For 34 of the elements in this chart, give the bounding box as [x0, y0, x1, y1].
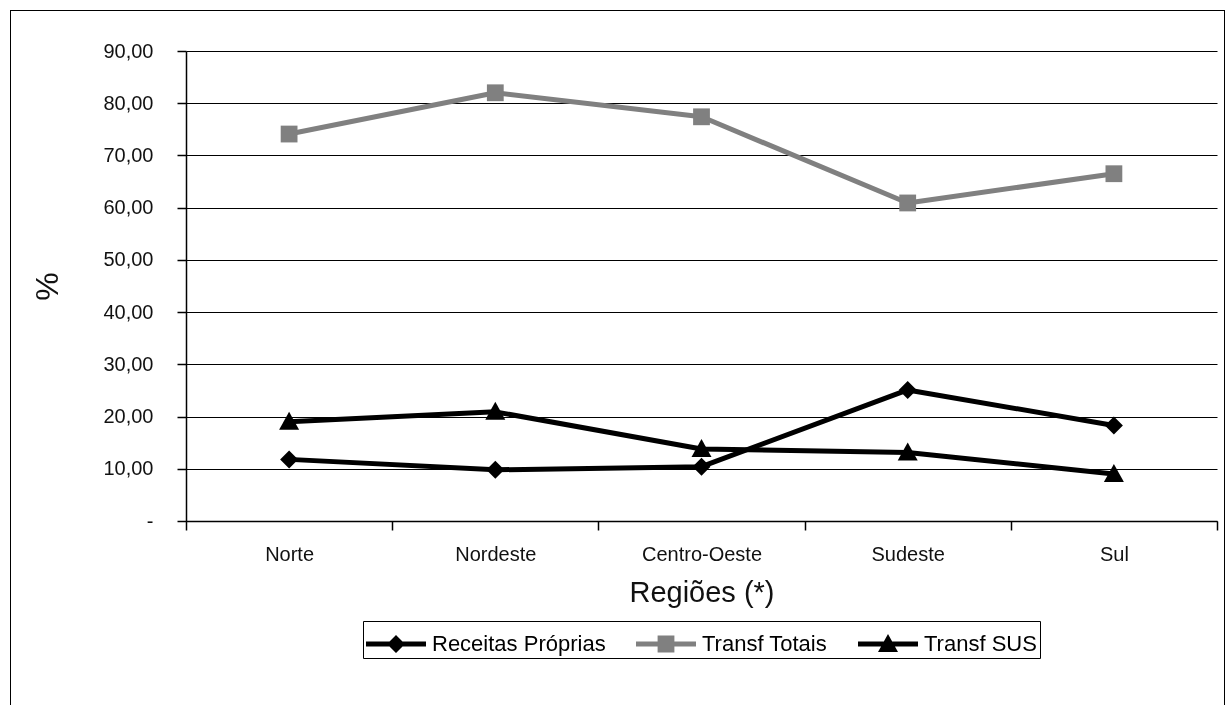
point: [1104, 416, 1123, 435]
point: [485, 401, 506, 420]
point: [898, 380, 917, 399]
point: [279, 411, 300, 430]
y-tick-label: 10,00: [103, 457, 154, 480]
legend-label: Transf Totais: [702, 631, 827, 656]
y-tick-label: 50,00: [103, 248, 154, 271]
y-tick-label: 40,00: [103, 300, 154, 323]
x-tick-label: Nordeste: [455, 542, 537, 565]
y-tick-label: 20,00: [103, 405, 154, 428]
y-tick-label: 90,00: [103, 39, 154, 62]
point: [280, 125, 298, 143]
x-tick-label: Centro-Oeste: [641, 542, 763, 565]
y-axis-title: %: [29, 272, 66, 301]
point: [280, 450, 299, 469]
x-axis-title: Regiões (*): [629, 575, 775, 608]
y-tick-label: 30,00: [103, 352, 154, 375]
x-tick-label: Sudeste: [871, 542, 945, 565]
point: [691, 438, 712, 457]
legend-label: Receitas Próprias: [432, 631, 606, 656]
x-tick-label: Norte: [265, 542, 315, 565]
point: [692, 457, 711, 476]
y-tick-label: -: [146, 509, 154, 532]
y-tick-label: 60,00: [103, 196, 154, 219]
y-tick-label: 80,00: [103, 91, 154, 114]
point: [1103, 464, 1124, 482]
point: [693, 108, 710, 126]
point: [897, 442, 918, 461]
y-tick-label: 70,00: [103, 143, 154, 166]
point: [1105, 165, 1123, 183]
point: [899, 194, 917, 212]
point: [486, 84, 504, 102]
legend-label: Transf SUS: [924, 631, 1037, 656]
x-tick-label: Sul: [1099, 542, 1129, 565]
